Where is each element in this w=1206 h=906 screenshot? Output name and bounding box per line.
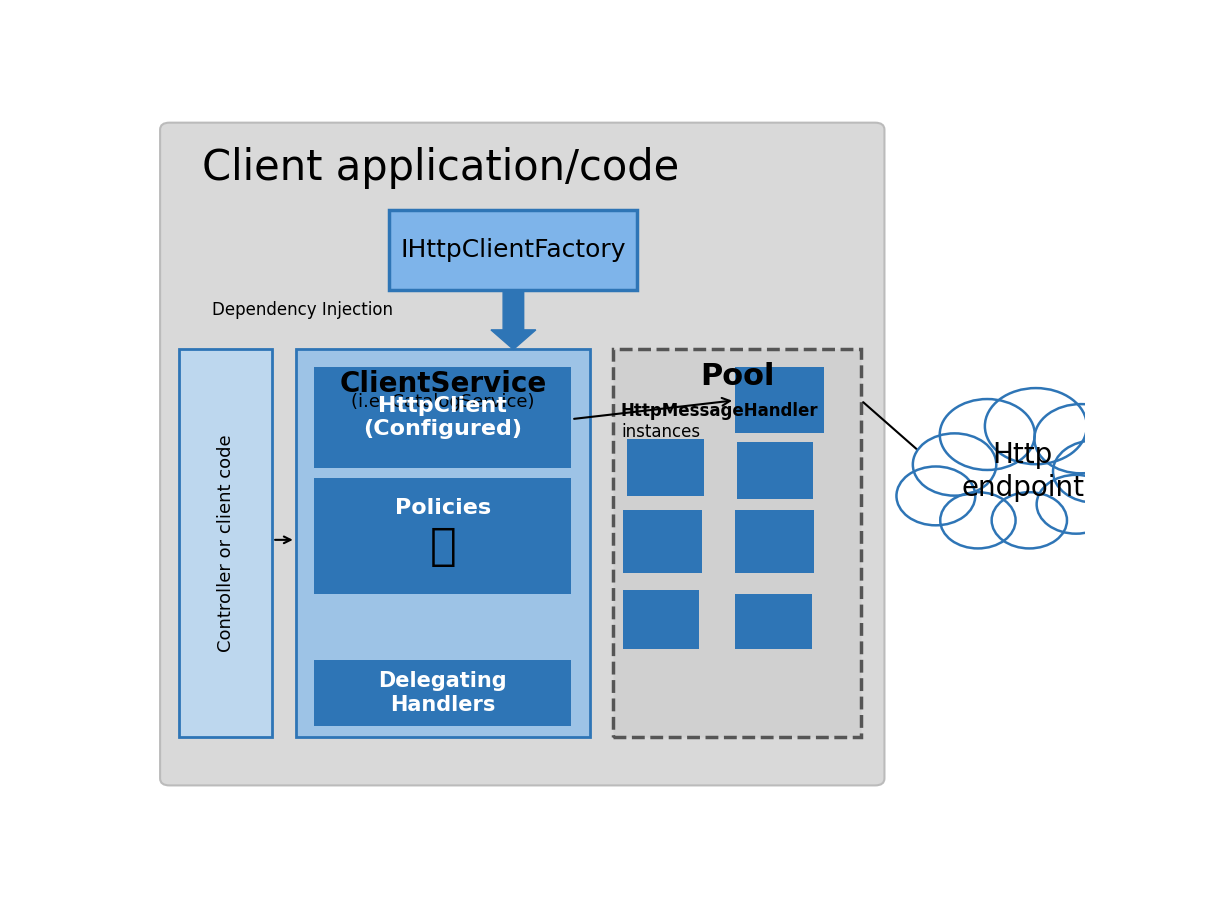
Ellipse shape	[941, 492, 1015, 548]
FancyBboxPatch shape	[178, 350, 273, 737]
FancyBboxPatch shape	[614, 350, 861, 737]
Ellipse shape	[896, 467, 976, 525]
Text: HttpClient
(Configured): HttpClient (Configured)	[363, 396, 522, 439]
FancyBboxPatch shape	[160, 122, 884, 786]
Ellipse shape	[1037, 475, 1116, 534]
Text: instances: instances	[621, 422, 699, 440]
Ellipse shape	[1053, 440, 1136, 503]
FancyBboxPatch shape	[734, 510, 814, 573]
FancyBboxPatch shape	[315, 367, 572, 468]
Text: HttpMessageHandler: HttpMessageHandler	[621, 401, 819, 419]
Text: Client application/code: Client application/code	[203, 147, 679, 189]
FancyBboxPatch shape	[627, 439, 704, 496]
FancyBboxPatch shape	[734, 593, 812, 650]
FancyBboxPatch shape	[734, 367, 824, 433]
Ellipse shape	[1035, 404, 1128, 473]
Text: 🦜: 🦜	[429, 525, 456, 568]
Text: IHttpClientFactory: IHttpClientFactory	[400, 238, 626, 262]
FancyBboxPatch shape	[622, 590, 699, 650]
Ellipse shape	[913, 433, 996, 496]
FancyBboxPatch shape	[390, 210, 637, 290]
Text: Pool: Pool	[699, 362, 774, 391]
Text: ClientService: ClientService	[339, 371, 546, 399]
FancyBboxPatch shape	[315, 660, 572, 726]
Ellipse shape	[991, 492, 1067, 548]
Ellipse shape	[985, 388, 1087, 464]
Text: Http
endpoint: Http endpoint	[961, 441, 1084, 502]
Text: Delegating
Handlers: Delegating Handlers	[379, 671, 508, 715]
FancyArrow shape	[491, 290, 535, 350]
Text: Controller or client code: Controller or client code	[217, 434, 234, 651]
FancyBboxPatch shape	[315, 478, 572, 593]
Text: Policies: Policies	[394, 498, 491, 518]
FancyBboxPatch shape	[622, 510, 702, 573]
Ellipse shape	[939, 399, 1035, 470]
FancyBboxPatch shape	[295, 350, 590, 737]
Text: (i.e. CatalogService): (i.e. CatalogService)	[351, 392, 534, 410]
Text: Dependency Injection: Dependency Injection	[211, 301, 392, 319]
FancyBboxPatch shape	[737, 442, 813, 499]
